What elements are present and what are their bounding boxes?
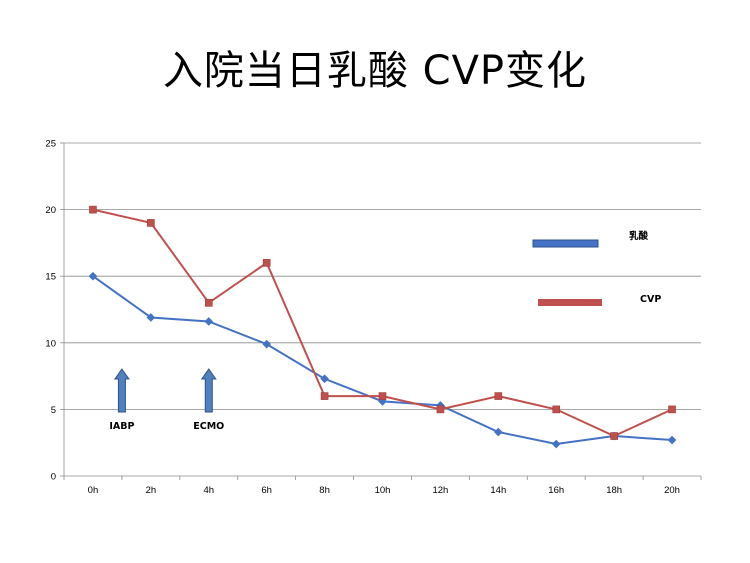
data-point — [262, 339, 271, 349]
x-tick-label: 8h — [319, 485, 330, 496]
data-point — [146, 313, 156, 322]
data-point — [147, 219, 155, 227]
data-point — [320, 374, 329, 384]
legend: 乳酸 CVP — [532, 230, 661, 306]
data-point — [610, 432, 618, 440]
data-point — [551, 439, 561, 449]
data-point — [667, 435, 677, 445]
x-tick-label: 18h — [606, 485, 622, 496]
annotations: IABP ECMO — [109, 368, 224, 432]
data-point — [262, 259, 271, 267]
legend-label: 乳酸 — [629, 230, 649, 242]
data-point — [89, 205, 97, 214]
x-tick-label: 14h — [490, 485, 506, 496]
legend-swatch — [538, 299, 602, 306]
x-tick-label: 6h — [261, 485, 272, 496]
x-tick-label: 12h — [432, 485, 448, 496]
annotation-label: IABP — [109, 421, 134, 432]
data-point — [552, 405, 561, 414]
up-arrow — [113, 368, 130, 413]
data-point — [204, 317, 214, 326]
data-point — [668, 405, 676, 414]
gridlines — [64, 142, 701, 410]
x-tick-label: 2h — [146, 485, 157, 496]
x-tick-label: 10h — [375, 485, 391, 496]
data-point — [436, 405, 445, 414]
data-point — [494, 427, 503, 437]
data-point — [378, 392, 387, 400]
data-point — [204, 299, 213, 307]
up-arrow — [200, 368, 217, 413]
x-tick-label: 4h — [203, 485, 214, 496]
legend-label: CVP — [640, 294, 661, 305]
y-tick-label: 5 — [51, 405, 56, 416]
series — [88, 205, 677, 449]
y-tick-label: 15 — [45, 272, 56, 283]
x-tick-label: 0h — [88, 485, 99, 496]
legend-swatch — [532, 239, 599, 248]
data-point — [494, 392, 503, 400]
data-point — [88, 271, 98, 281]
annotation-label: ECMO — [193, 421, 224, 432]
y-tick-label: 20 — [45, 205, 56, 216]
x-tick-label: 20h — [664, 485, 680, 496]
axes: 0 5 10 15 20 25 0h 2h 4h 6h 8h 10h 12h 14h 16h 18h 20h — [45, 139, 702, 496]
x-tick-label: 16h — [548, 485, 564, 496]
data-point — [320, 392, 329, 400]
y-tick-label: 10 — [45, 338, 56, 349]
y-tick-label: 25 — [45, 139, 56, 150]
slide-title: 入院当日乳酸 CVP变化 — [162, 48, 588, 94]
y-tick-label: 0 — [51, 472, 56, 483]
